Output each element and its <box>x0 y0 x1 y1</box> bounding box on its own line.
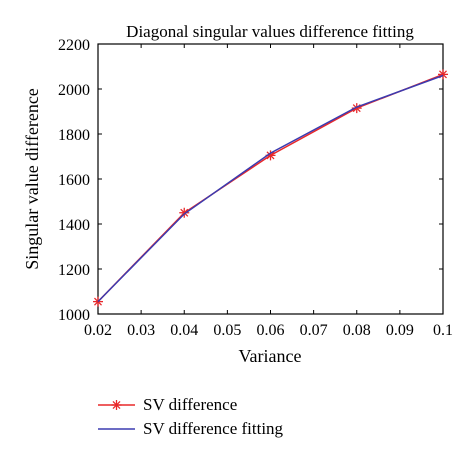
data-point-marker <box>351 103 362 114</box>
x-tick-label: 0.09 <box>386 322 414 339</box>
x-tick-label: 0.08 <box>343 322 371 339</box>
x-tick-label: 0.06 <box>257 322 285 339</box>
data-point-marker <box>93 296 103 307</box>
legend-marker-sv-difference <box>111 400 122 410</box>
legend: SV difference SV difference fitting <box>98 395 284 438</box>
legend-asterisk-icon <box>111 400 122 410</box>
series-lines <box>93 69 448 307</box>
y-tick-label: 1400 <box>58 217 90 234</box>
y-tick-label: 1200 <box>58 262 90 279</box>
y-tick-label: 1800 <box>58 127 90 144</box>
series-line-0 <box>97 73 444 303</box>
legend-label-sv-difference-fitting: SV difference fitting <box>143 419 284 438</box>
plot-area <box>97 43 444 315</box>
y-tick-label: 1600 <box>58 172 90 189</box>
x-tick-label: 0.02 <box>84 322 112 339</box>
legend-label-sv-difference: SV difference <box>143 395 237 414</box>
data-point-marker <box>438 69 448 80</box>
x-tick-label: 0.07 <box>300 322 328 339</box>
y-tick-label: 2000 <box>58 82 90 99</box>
y-axis-label: Singular value difference <box>22 88 42 270</box>
y-tick-label: 2200 <box>58 37 90 54</box>
x-tick-label: 0.05 <box>213 322 241 339</box>
x-tick-label: 0.03 <box>127 322 155 339</box>
y-tick-label: 1000 <box>58 307 90 324</box>
x-axis-label: Variance <box>239 346 302 366</box>
axis-ticks: 0.02 0.03 0.04 0.05 0.06 0.07 0.08 0.09 0.1 1000 1… <box>58 37 453 339</box>
x-tick-label: 0.04 <box>170 322 198 339</box>
chart-title: Diagonal singular values difference fitt… <box>126 22 414 41</box>
data-point-marker <box>179 207 190 218</box>
x-tick-label: 0.1 <box>433 322 453 339</box>
series-line-1 <box>97 74 444 303</box>
